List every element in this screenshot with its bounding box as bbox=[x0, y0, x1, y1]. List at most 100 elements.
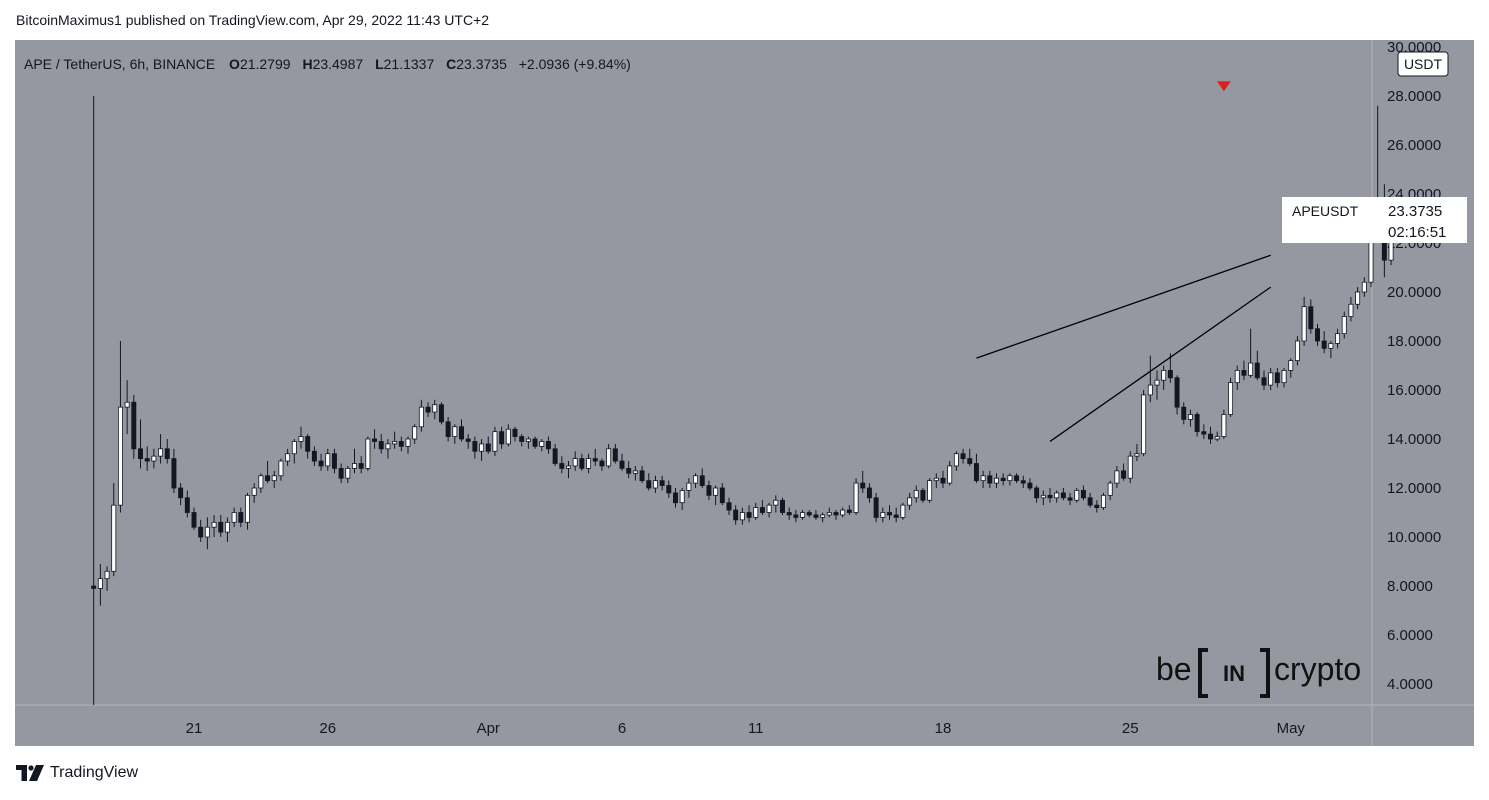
candle bbox=[512, 426, 518, 442]
currency-badge[interactable]: USDT bbox=[1397, 51, 1449, 77]
candle bbox=[438, 402, 444, 425]
candle-body bbox=[586, 458, 592, 469]
candle bbox=[853, 478, 859, 515]
candle-body bbox=[1301, 306, 1307, 342]
candle-body bbox=[238, 512, 244, 523]
candle-body bbox=[1161, 369, 1167, 381]
candle bbox=[492, 426, 498, 457]
candle bbox=[345, 465, 351, 484]
candle-body bbox=[592, 458, 598, 462]
watermark-middle: IN bbox=[1223, 661, 1245, 686]
candle-body bbox=[245, 494, 250, 523]
footer[interactable]: TradingView bbox=[16, 764, 138, 782]
candle bbox=[1328, 341, 1334, 359]
candle-body bbox=[164, 448, 170, 459]
candle-body bbox=[385, 443, 391, 450]
candle bbox=[1167, 353, 1173, 383]
candle-body bbox=[1315, 328, 1320, 342]
candle bbox=[231, 507, 237, 528]
candle-body bbox=[519, 436, 525, 442]
candle-body bbox=[171, 458, 177, 489]
candle bbox=[499, 426, 505, 449]
price-tick-label: 12.0000 bbox=[1387, 480, 1441, 497]
legend-change: +2.0936 (+9.84%) bbox=[519, 56, 631, 72]
candle bbox=[1000, 473, 1006, 486]
candle bbox=[465, 434, 471, 449]
candle-body bbox=[632, 470, 638, 474]
candle-body bbox=[512, 428, 518, 437]
candle bbox=[392, 431, 398, 449]
candle bbox=[425, 402, 431, 417]
trendline bbox=[976, 254, 1271, 359]
candle bbox=[1201, 424, 1207, 439]
candle bbox=[1114, 465, 1120, 488]
candle bbox=[800, 510, 806, 520]
candle bbox=[459, 419, 464, 442]
candle-body bbox=[178, 487, 184, 499]
candle-body bbox=[980, 475, 986, 482]
candle bbox=[592, 448, 598, 466]
legend-low: 21.1337 bbox=[384, 56, 435, 72]
legend-line: APE / TetherUS, 6h, BINANCE O21.2799 H23… bbox=[24, 56, 631, 72]
candle-body bbox=[927, 480, 933, 501]
candle-body bbox=[485, 443, 491, 452]
price-axis[interactable]: 4.0000 6.0000 8.0000 10.0000 12.0000 14.0000 1… bbox=[1387, 39, 1441, 693]
candle bbox=[365, 436, 371, 471]
candle bbox=[980, 470, 986, 488]
candle-body bbox=[1201, 431, 1207, 435]
candle bbox=[612, 443, 618, 464]
candle-body bbox=[813, 514, 819, 518]
candle bbox=[1040, 490, 1046, 506]
candle-body bbox=[826, 512, 832, 516]
candle-body bbox=[673, 492, 678, 504]
price-tick-label: 18.0000 bbox=[1387, 333, 1441, 350]
candle bbox=[251, 483, 257, 503]
candle-body bbox=[1308, 306, 1314, 330]
candle-body bbox=[726, 502, 732, 511]
candle-body bbox=[1187, 414, 1193, 420]
candle-body bbox=[425, 406, 431, 413]
candle bbox=[947, 461, 953, 486]
candle-body bbox=[412, 426, 418, 440]
candle bbox=[840, 507, 846, 518]
candle bbox=[418, 399, 424, 432]
candle-body bbox=[479, 443, 485, 452]
candle bbox=[151, 448, 157, 469]
candle bbox=[278, 458, 284, 481]
candle-body bbox=[652, 480, 658, 489]
candle bbox=[773, 495, 779, 513]
candle-body bbox=[786, 512, 792, 516]
candle-body bbox=[1067, 497, 1073, 501]
candle-body bbox=[151, 455, 157, 462]
candle-body bbox=[1134, 453, 1140, 457]
candle bbox=[131, 394, 137, 459]
candle bbox=[646, 473, 652, 491]
candle-body bbox=[1228, 382, 1234, 415]
candle-body bbox=[626, 467, 632, 474]
candle-body bbox=[619, 460, 625, 469]
legend-symbol: APE / TetherUS, 6h, BINANCE bbox=[24, 56, 215, 72]
candle bbox=[184, 490, 190, 518]
time-axis[interactable]: 21 26 Apr 6 11 18 25 May bbox=[186, 720, 1306, 737]
candle bbox=[786, 507, 792, 520]
plot-area[interactable] bbox=[15, 40, 1372, 705]
candle bbox=[679, 488, 685, 511]
footer-brand: TradingView bbox=[50, 764, 139, 781]
candle-body bbox=[1328, 343, 1334, 349]
candle bbox=[820, 512, 826, 523]
candle bbox=[1154, 370, 1160, 400]
candle-body bbox=[1194, 414, 1200, 433]
candle bbox=[693, 473, 699, 488]
candle-body bbox=[967, 458, 973, 464]
candle bbox=[960, 448, 966, 464]
candle bbox=[873, 492, 879, 523]
time-tick-label: 21 bbox=[186, 720, 203, 737]
candle bbox=[652, 475, 658, 493]
candle-body bbox=[465, 438, 471, 442]
candle bbox=[1208, 426, 1213, 444]
candle bbox=[1221, 409, 1227, 439]
candle-body bbox=[900, 504, 906, 518]
currency-badge-box bbox=[1397, 51, 1449, 77]
candle-body bbox=[973, 463, 979, 482]
